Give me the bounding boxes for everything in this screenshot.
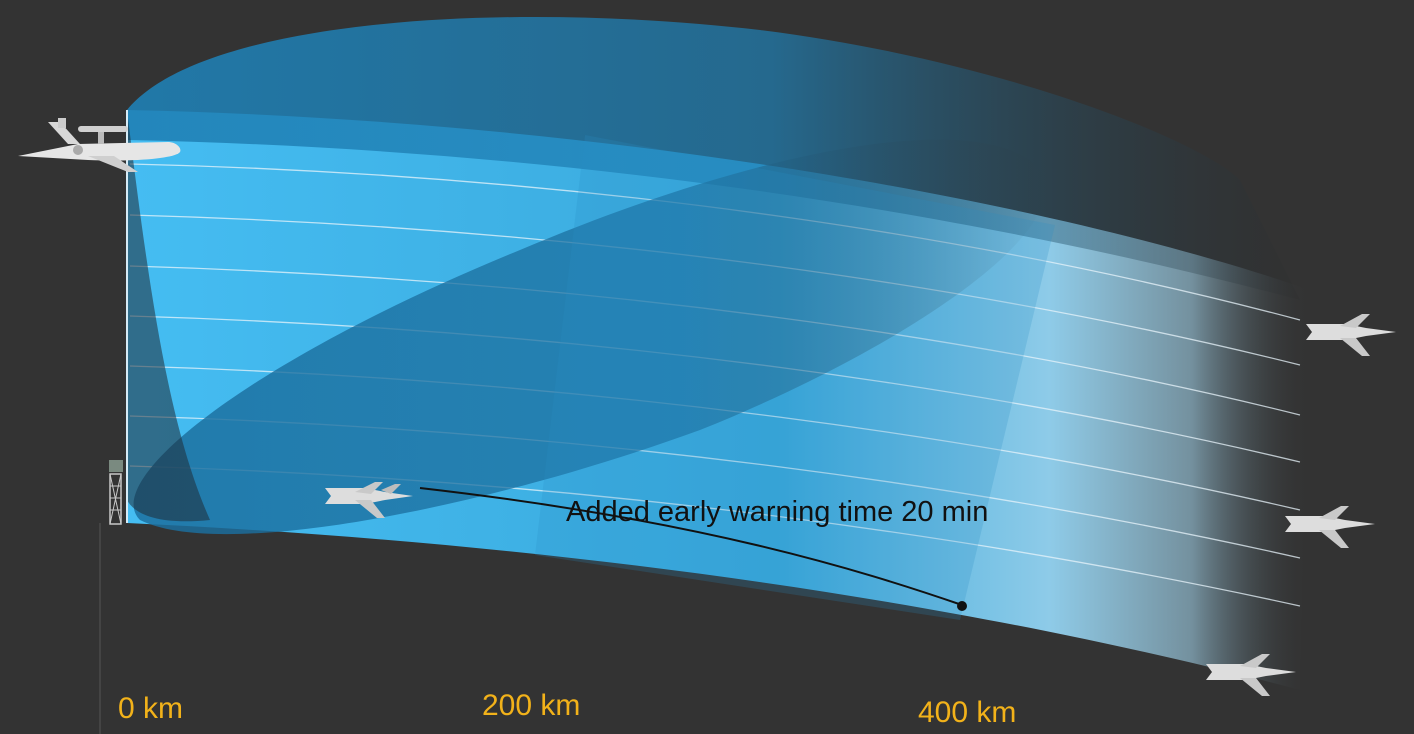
aew-aircraft-icon [18,118,181,172]
annotation-leader [419,487,967,611]
distance-label-200: 200 km [482,689,581,722]
distance-label-400: 400 km [918,696,1017,729]
radar-lobe-dark [133,139,1046,535]
range-segment-200 [535,135,1055,620]
fighter-jet-icon [1306,314,1396,356]
fighter-jet-icon [325,482,413,518]
radar-tower-icon [109,460,123,525]
early-warning-annotation: Added early warning time 20 min [566,496,989,528]
radar-lobe-near [127,110,210,522]
fighter-jet-icon [1206,654,1296,696]
distance-label-0: 0 km [118,692,184,725]
fighter-jet-icon [1285,506,1375,548]
